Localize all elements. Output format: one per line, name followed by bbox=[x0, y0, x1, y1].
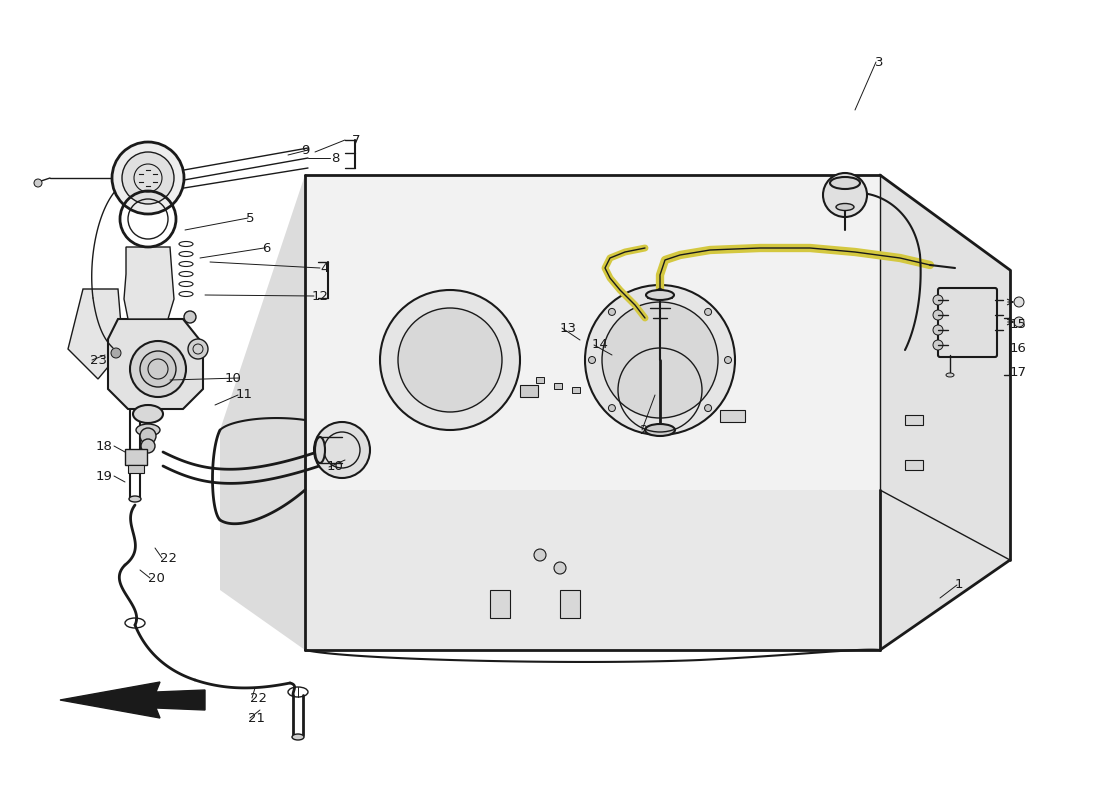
Circle shape bbox=[933, 325, 943, 335]
Text: 10: 10 bbox=[226, 371, 242, 385]
Bar bbox=[905, 415, 923, 425]
Text: 4: 4 bbox=[320, 262, 329, 274]
Polygon shape bbox=[220, 175, 305, 650]
Circle shape bbox=[585, 285, 735, 435]
Circle shape bbox=[933, 340, 943, 350]
Circle shape bbox=[705, 405, 712, 411]
Ellipse shape bbox=[836, 203, 854, 210]
Polygon shape bbox=[305, 490, 880, 650]
Circle shape bbox=[657, 425, 663, 431]
Bar bbox=[125, 449, 147, 465]
Text: 10: 10 bbox=[327, 461, 344, 474]
Ellipse shape bbox=[315, 437, 324, 463]
Circle shape bbox=[188, 339, 208, 359]
Circle shape bbox=[379, 290, 520, 430]
Circle shape bbox=[608, 309, 615, 315]
Text: 6: 6 bbox=[262, 242, 271, 254]
Circle shape bbox=[1014, 317, 1024, 327]
Text: 12: 12 bbox=[312, 290, 329, 302]
Circle shape bbox=[141, 439, 155, 453]
Ellipse shape bbox=[292, 734, 304, 740]
Circle shape bbox=[554, 562, 566, 574]
Bar bbox=[905, 460, 923, 470]
Bar bbox=[830, 183, 859, 207]
Ellipse shape bbox=[136, 424, 160, 436]
Text: 1: 1 bbox=[955, 578, 964, 591]
Bar bbox=[720, 410, 745, 422]
Text: 22: 22 bbox=[250, 691, 267, 705]
Bar bbox=[554, 383, 562, 389]
Text: 20: 20 bbox=[148, 571, 165, 585]
Circle shape bbox=[314, 422, 370, 478]
Text: eurospecs: eurospecs bbox=[371, 413, 810, 487]
Text: 22: 22 bbox=[160, 551, 177, 565]
Circle shape bbox=[823, 173, 867, 217]
Ellipse shape bbox=[645, 424, 675, 436]
Ellipse shape bbox=[646, 290, 674, 300]
Circle shape bbox=[140, 351, 176, 387]
Bar bbox=[572, 387, 580, 393]
Ellipse shape bbox=[946, 373, 954, 377]
Ellipse shape bbox=[133, 405, 163, 423]
Text: 14: 14 bbox=[592, 338, 609, 351]
Text: 5: 5 bbox=[246, 211, 254, 225]
Bar bbox=[128, 465, 144, 473]
Polygon shape bbox=[880, 175, 1010, 650]
Text: 11: 11 bbox=[236, 389, 253, 402]
Circle shape bbox=[112, 142, 184, 214]
Polygon shape bbox=[124, 247, 174, 319]
Circle shape bbox=[602, 302, 718, 418]
Polygon shape bbox=[305, 175, 880, 490]
Bar bbox=[520, 385, 538, 397]
Circle shape bbox=[933, 310, 943, 320]
Text: 17: 17 bbox=[1010, 366, 1027, 378]
Circle shape bbox=[705, 309, 712, 315]
Text: 13: 13 bbox=[560, 322, 578, 334]
Circle shape bbox=[34, 179, 42, 187]
Polygon shape bbox=[60, 682, 205, 718]
Circle shape bbox=[725, 357, 732, 363]
Text: 15: 15 bbox=[1010, 318, 1027, 331]
Text: 19: 19 bbox=[95, 470, 112, 482]
Text: 8: 8 bbox=[331, 151, 340, 165]
Text: a passion for parts since 1986: a passion for parts since 1986 bbox=[322, 520, 658, 540]
Text: 16: 16 bbox=[1010, 342, 1027, 354]
Text: 9: 9 bbox=[301, 143, 310, 157]
Text: 23: 23 bbox=[90, 354, 107, 366]
Text: 2: 2 bbox=[640, 423, 649, 437]
Circle shape bbox=[1014, 297, 1024, 307]
Circle shape bbox=[933, 295, 943, 305]
Circle shape bbox=[122, 152, 174, 204]
Circle shape bbox=[184, 311, 196, 323]
Bar bbox=[490, 590, 510, 618]
Text: 18: 18 bbox=[95, 439, 112, 453]
Circle shape bbox=[140, 428, 156, 444]
Bar bbox=[536, 377, 544, 383]
Text: 21: 21 bbox=[248, 711, 265, 725]
Polygon shape bbox=[108, 319, 204, 409]
Circle shape bbox=[534, 549, 546, 561]
Text: 3: 3 bbox=[874, 55, 883, 69]
Bar bbox=[560, 590, 580, 618]
Text: 7: 7 bbox=[352, 134, 361, 146]
Circle shape bbox=[130, 341, 186, 397]
Polygon shape bbox=[68, 289, 123, 379]
Circle shape bbox=[657, 289, 663, 295]
Circle shape bbox=[608, 405, 615, 411]
Circle shape bbox=[588, 357, 595, 363]
Ellipse shape bbox=[830, 177, 860, 189]
Circle shape bbox=[111, 348, 121, 358]
Circle shape bbox=[398, 308, 502, 412]
FancyBboxPatch shape bbox=[938, 288, 997, 357]
Ellipse shape bbox=[129, 496, 141, 502]
